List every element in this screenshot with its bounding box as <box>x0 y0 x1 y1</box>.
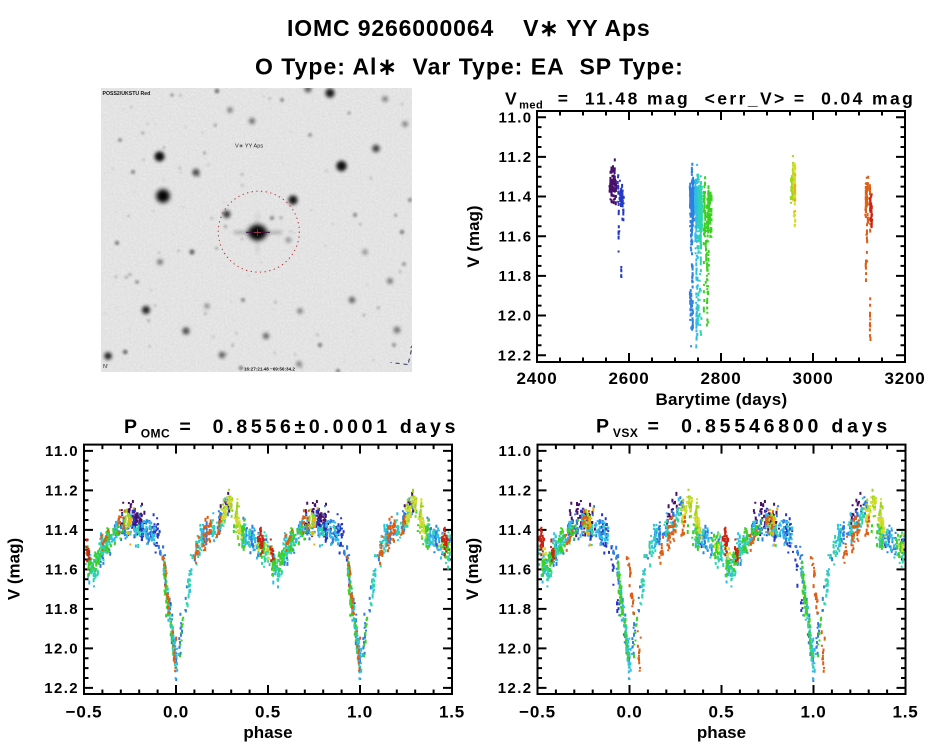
svg-text:2400: 2400 <box>516 369 557 388</box>
svg-text:11.6: 11.6 <box>45 562 79 579</box>
svg-text:Vmed = 11.48 mag <err_V> =: Vmed = 11.48 mag <err_V> = 0.04 mag <box>505 88 915 111</box>
svg-text:11.4: 11.4 <box>499 522 533 539</box>
svg-text:11.2: 11.2 <box>45 483 79 500</box>
svg-text:11.6: 11.6 <box>499 562 533 579</box>
svg-text:12.0: 12.0 <box>44 641 79 658</box>
svg-text:0.0: 0.0 <box>163 703 189 722</box>
svg-text:12.2: 12.2 <box>498 347 533 364</box>
svg-text:−0.5: −0.5 <box>519 703 556 722</box>
svg-text:O Type: Al∗ Var Type: EA SP: O Type: Al∗ Var Type: EA SP Type: <box>255 54 684 80</box>
svg-text:−0.5: −0.5 <box>66 703 103 722</box>
svg-text:POSS2/UKSTU Red: POSS2/UKSTU Red <box>103 91 151 97</box>
svg-text:11.4: 11.4 <box>45 522 79 539</box>
svg-text:0.5: 0.5 <box>255 703 281 722</box>
svg-text:Nʹ: Nʹ <box>103 363 108 370</box>
svg-text:phase: phase <box>697 723 746 742</box>
svg-text:11.0: 11.0 <box>499 109 533 126</box>
svg-text:1.0: 1.0 <box>347 703 373 722</box>
svg-text:1.0: 1.0 <box>800 703 826 722</box>
svg-text:12.0: 12.0 <box>498 641 533 658</box>
svg-text:IOMC 9266000064 V∗ YY Aps: IOMC 9266000064 V∗ YY Aps <box>287 15 651 41</box>
svg-text:3200: 3200 <box>884 369 925 388</box>
svg-text:11.8: 11.8 <box>499 268 533 285</box>
svg-text:0.0: 0.0 <box>616 703 642 722</box>
svg-text:12.2: 12.2 <box>44 680 79 697</box>
svg-text:2600: 2600 <box>608 369 649 388</box>
svg-text:1.5: 1.5 <box>892 703 918 722</box>
svg-text:11.4: 11.4 <box>499 189 533 206</box>
svg-text:V (mag): V (mag) <box>464 205 483 267</box>
svg-text:3000: 3000 <box>792 369 833 388</box>
svg-text:12.2: 12.2 <box>498 680 533 697</box>
svg-text:11.2: 11.2 <box>499 149 533 166</box>
svg-text:2800: 2800 <box>700 369 741 388</box>
svg-text:V (mag): V (mag) <box>463 538 482 600</box>
svg-text:phase: phase <box>243 723 292 742</box>
svg-text:V∗ YY Aps: V∗ YY Aps <box>235 144 263 150</box>
svg-text:1.5: 1.5 <box>439 703 465 722</box>
svg-text:11.2: 11.2 <box>499 483 533 500</box>
svg-text:0.5: 0.5 <box>708 703 734 722</box>
svg-text:16:27:21.48 −69:56:34.2: 16:27:21.48 −69:56:34.2 <box>244 367 295 372</box>
svg-text:11.8: 11.8 <box>499 601 533 618</box>
svg-text:PVSX = 0.85546800 days: PVSX = 0.85546800 days <box>596 416 891 441</box>
svg-text:12.0: 12.0 <box>498 308 533 325</box>
svg-text:11.0: 11.0 <box>45 443 79 460</box>
svg-text:11.0: 11.0 <box>499 443 533 460</box>
svg-text:11.6: 11.6 <box>499 228 533 245</box>
svg-text:11.8: 11.8 <box>45 601 79 618</box>
svg-text:POMC = 0.8556±0.0001 days: POMC = 0.8556±0.0001 days <box>124 416 459 441</box>
svg-text:V (mag): V (mag) <box>5 538 24 600</box>
svg-text:Barytime (days): Barytime (days) <box>655 390 787 409</box>
